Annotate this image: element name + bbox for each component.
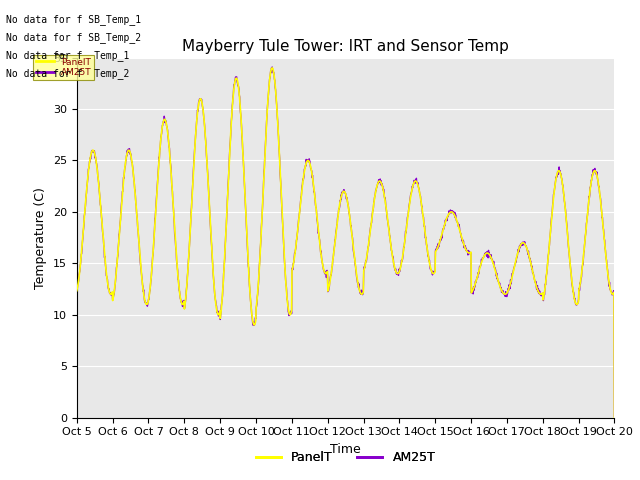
Text: No data for f  Temp_1: No data for f Temp_1 [6,50,130,61]
Text: No data for f SB_Temp_2: No data for f SB_Temp_2 [6,32,141,43]
X-axis label: Time: Time [330,443,361,456]
Text: No data for f  Temp_2: No data for f Temp_2 [6,68,130,79]
Text: No data for f SB_Temp_1: No data for f SB_Temp_1 [6,13,141,24]
Y-axis label: Temperature (C): Temperature (C) [35,187,47,288]
Legend: PanelT, AM25T: PanelT, AM25T [33,55,94,80]
Legend: PanelT, AM25T: PanelT, AM25T [251,446,440,469]
Title: Mayberry Tule Tower: IRT and Sensor Temp: Mayberry Tule Tower: IRT and Sensor Temp [182,39,509,54]
